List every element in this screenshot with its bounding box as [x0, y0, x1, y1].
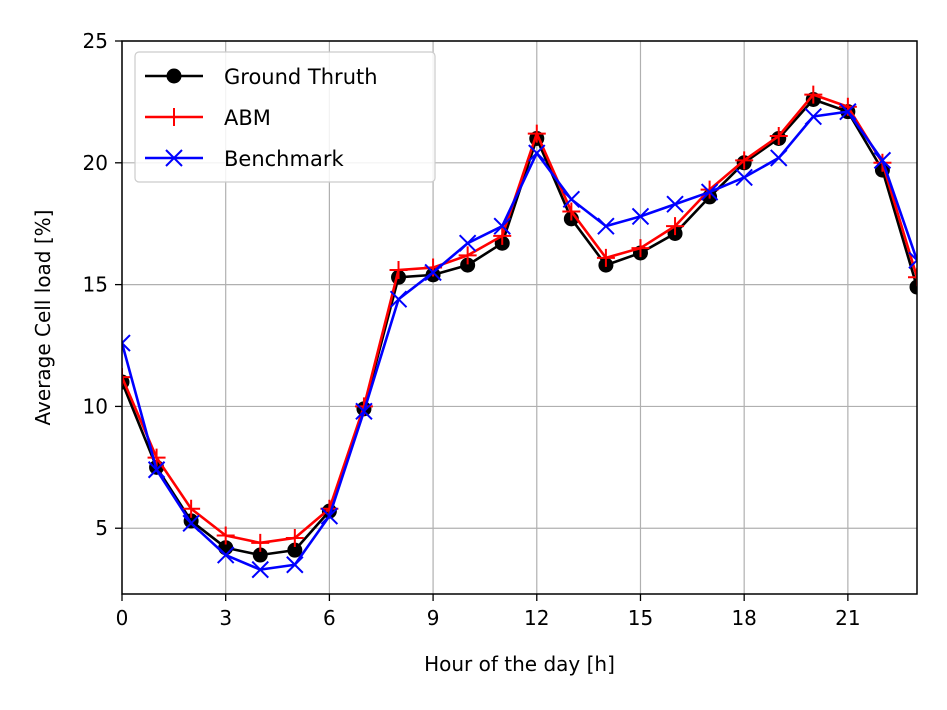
data-point — [562, 202, 581, 221]
data-point — [493, 226, 512, 245]
data-point — [735, 168, 753, 187]
data-point — [320, 507, 339, 525]
data-point — [700, 183, 719, 201]
legend-item: ABM — [145, 106, 271, 130]
data-point — [804, 107, 823, 126]
data-point — [216, 546, 235, 564]
data-point — [527, 124, 546, 143]
data-point — [493, 217, 511, 235]
data-point — [873, 151, 892, 170]
data-point — [839, 102, 857, 121]
legend-item: Benchmark — [145, 147, 344, 171]
legend-label: Benchmark — [224, 147, 344, 171]
x-tick-label: 18 — [731, 606, 756, 630]
data-point — [251, 533, 270, 552]
data-point — [147, 461, 166, 479]
data-point — [597, 217, 615, 235]
legend-item: Ground Thruth — [145, 65, 378, 89]
x-tick-label: 0 — [116, 606, 129, 630]
legend-marker — [165, 108, 183, 126]
series-line — [122, 93, 917, 545]
data-point — [285, 528, 304, 547]
legend-marker — [165, 149, 183, 167]
data-point — [666, 195, 684, 213]
y-tick-label: 10 — [83, 394, 108, 418]
x-axis-label: Hour of the day [h] — [424, 652, 615, 676]
data-point — [122, 368, 131, 387]
data-point — [251, 560, 269, 579]
y-tick-label: 5 — [95, 516, 108, 540]
legend-label: Ground Thruth — [224, 65, 378, 89]
x-tick-label: 9 — [427, 606, 440, 630]
axes-frame — [121, 40, 918, 595]
data-point — [182, 499, 201, 518]
data-point — [182, 514, 200, 533]
data-point — [666, 217, 685, 236]
data-point — [735, 151, 754, 170]
data-point — [596, 248, 615, 267]
data-point — [389, 260, 408, 279]
x-tick-label: 3 — [219, 606, 232, 630]
y-tick-label: 25 — [83, 29, 108, 53]
legend-marker — [166, 68, 182, 84]
ticks: 0 3 6 9 12 15 18 21 5 10 15 20 25 — [83, 29, 861, 630]
data-point — [216, 526, 235, 545]
x-tick-label: 21 — [835, 606, 860, 630]
data-point — [458, 234, 477, 252]
data-point — [286, 556, 304, 574]
series-layer — [122, 85, 917, 579]
data-point — [631, 207, 650, 226]
y-axis-label: Average Cell load [%] — [31, 210, 55, 426]
x-tick-label: 15 — [628, 606, 653, 630]
data-point — [122, 334, 131, 352]
data-point — [804, 85, 823, 104]
data-point — [562, 190, 581, 209]
series-benchmark — [122, 102, 917, 579]
data-point — [355, 402, 373, 420]
legend-label: ABM — [224, 106, 271, 130]
data-point — [769, 127, 788, 146]
legend: Ground Thruth ABM Benchmark — [134, 51, 436, 183]
data-point — [908, 268, 917, 287]
data-point — [147, 448, 166, 467]
y-tick-label: 20 — [83, 151, 108, 175]
data-point — [908, 251, 917, 269]
x-tick-label: 12 — [524, 606, 549, 630]
legend-box — [134, 51, 436, 183]
data-point — [424, 263, 442, 282]
data-point — [458, 246, 477, 265]
data-point — [909, 279, 917, 295]
data-point — [770, 149, 788, 167]
data-point — [389, 290, 408, 308]
data-point — [631, 239, 650, 258]
x-tick-label: 6 — [323, 606, 336, 630]
data-point — [528, 144, 546, 162]
y-tick-label: 15 — [83, 273, 108, 297]
